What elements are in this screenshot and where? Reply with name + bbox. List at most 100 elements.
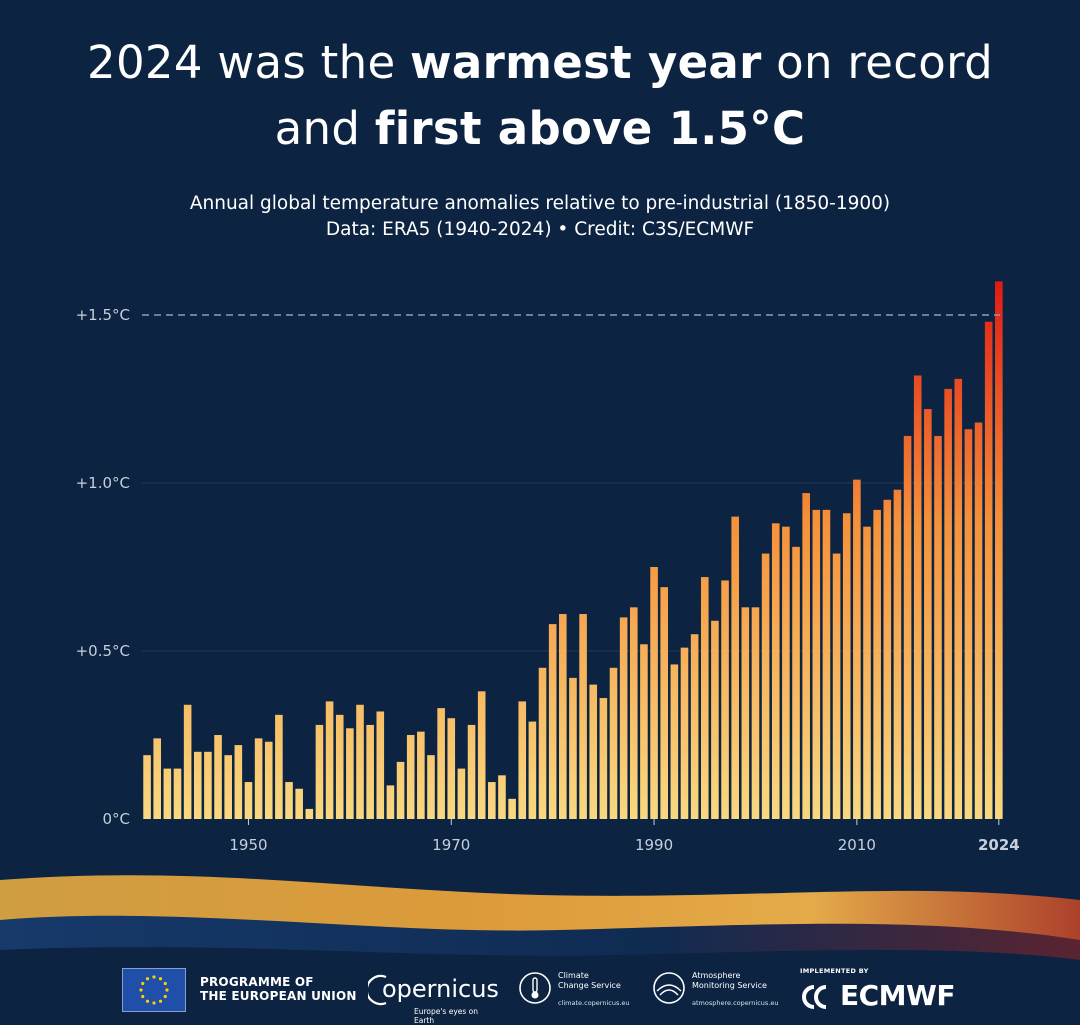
c3s-url: climate.copernicus.eu bbox=[558, 999, 630, 1007]
bar-1948 bbox=[224, 755, 232, 819]
bar-1971 bbox=[457, 768, 466, 819]
bar-1980 bbox=[548, 624, 557, 819]
cams-globe-icon bbox=[653, 972, 685, 1004]
bar-1992 bbox=[670, 664, 679, 819]
bar-2015 bbox=[903, 435, 912, 819]
bar-1984 bbox=[589, 684, 598, 819]
bar-1968 bbox=[427, 755, 435, 819]
bar-1961 bbox=[356, 704, 364, 819]
eu-flag-icon bbox=[122, 968, 186, 1012]
x-tick-label: 1990 bbox=[635, 836, 673, 854]
eu-star-icon bbox=[152, 975, 156, 979]
x-tick-label: 1950 bbox=[229, 836, 267, 854]
bar-2012 bbox=[873, 509, 881, 819]
eu-line-1: PROGRAMME OF bbox=[200, 975, 314, 989]
title-text: 2024 was the bbox=[87, 36, 411, 89]
bar-1989 bbox=[640, 644, 648, 819]
eu-star-icon bbox=[145, 977, 150, 981]
eu-star-icon bbox=[152, 1001, 156, 1005]
copernicus-logo: opernicus Europe's eyes on Earth bbox=[368, 967, 499, 1025]
bar-2019 bbox=[944, 388, 952, 819]
bar-1988 bbox=[629, 607, 638, 819]
bar-2009 bbox=[842, 513, 851, 819]
title-emphasis: first above 1.5°C bbox=[374, 102, 806, 155]
bar-1952 bbox=[264, 741, 273, 819]
cams-url: atmosphere.copernicus.eu bbox=[692, 999, 779, 1007]
bar-2000 bbox=[751, 607, 760, 819]
x-axis: 1950 1970 1990 2010 2024 bbox=[229, 819, 1020, 854]
bar-2020 bbox=[954, 378, 963, 819]
bar-2002 bbox=[771, 523, 780, 819]
copernicus-name: opernicus bbox=[382, 975, 499, 1003]
title-line-2: and first above 1.5°C bbox=[0, 96, 1080, 162]
eu-stars-icon bbox=[139, 975, 169, 1005]
y-tick-label: +0.5°C bbox=[76, 642, 130, 660]
bar-2021 bbox=[964, 429, 973, 819]
eu-star-icon bbox=[139, 988, 143, 992]
bar-1960 bbox=[346, 728, 354, 819]
bar-1957 bbox=[315, 724, 324, 819]
eu-star-icon bbox=[141, 994, 145, 999]
bar-2004 bbox=[792, 546, 800, 819]
bar-1958 bbox=[325, 701, 334, 819]
x-tick-label: 1970 bbox=[432, 836, 470, 854]
bar-1947 bbox=[214, 735, 222, 819]
implemented-by-label: IMPLEMENTED BY bbox=[800, 967, 869, 975]
x-tick-label: 2024 bbox=[978, 836, 1020, 854]
bar-2023 bbox=[984, 321, 993, 819]
y-tick-label: +1.5°C bbox=[76, 306, 130, 324]
bar-1954 bbox=[285, 782, 293, 819]
footer-logos: PROGRAMME OF THE EUROPEAN UNION opernicu… bbox=[0, 955, 1080, 1025]
bar-1969 bbox=[437, 708, 445, 819]
title-text: on record bbox=[761, 36, 993, 89]
bar-1983 bbox=[579, 614, 587, 819]
bar-1943 bbox=[173, 768, 182, 819]
subtitle-line-2: Data: ERA5 (1940-2024) • Credit: C3S/ECM… bbox=[325, 219, 755, 240]
bar-1964 bbox=[386, 785, 395, 819]
bar-1963 bbox=[376, 711, 385, 819]
eu-star-icon bbox=[163, 994, 167, 999]
bar-1946 bbox=[204, 751, 212, 819]
bar-1981 bbox=[559, 614, 567, 819]
eu-star-icon bbox=[163, 981, 167, 986]
bar-1979 bbox=[538, 667, 547, 819]
y-tick-label: +1.0°C bbox=[76, 474, 130, 492]
eu-star-icon bbox=[141, 981, 145, 986]
bar-2001 bbox=[761, 553, 770, 819]
eu-programme-label: PROGRAMME OF THE EUROPEAN UNION bbox=[200, 975, 357, 1003]
bar-1986 bbox=[609, 667, 618, 819]
bar-1956 bbox=[305, 808, 314, 819]
bar-2005 bbox=[802, 493, 810, 819]
bar-1975 bbox=[498, 775, 506, 819]
bar-1982 bbox=[569, 677, 577, 819]
bar-2022 bbox=[974, 422, 983, 819]
bar-1974 bbox=[488, 782, 496, 819]
title-emphasis: warmest year bbox=[410, 36, 762, 89]
bar-1997 bbox=[721, 580, 729, 819]
bar-2007 bbox=[822, 509, 831, 819]
bar-2014 bbox=[893, 489, 902, 819]
bar-2016 bbox=[913, 375, 922, 819]
bar-1993 bbox=[680, 647, 689, 819]
bar-1966 bbox=[406, 735, 415, 819]
bar-1941 bbox=[153, 738, 162, 819]
bar-1991 bbox=[660, 587, 669, 819]
bar-1973 bbox=[477, 691, 486, 819]
bar-2008 bbox=[832, 553, 841, 819]
page-title: 2024 was the warmest year on record and … bbox=[0, 30, 1080, 162]
bar-1951 bbox=[254, 738, 263, 819]
bar-1967 bbox=[417, 731, 425, 819]
c3s-name: Climate Change Service bbox=[558, 971, 621, 991]
ecmwf-symbol-icon bbox=[802, 985, 827, 1009]
bar-1996 bbox=[711, 620, 719, 819]
bar-1950 bbox=[244, 782, 253, 819]
c3s-line-1: Climate bbox=[558, 971, 589, 980]
bar-1978 bbox=[528, 721, 537, 819]
cams-name: Atmosphere Monitoring Service bbox=[692, 971, 767, 991]
bar-1953 bbox=[275, 714, 283, 819]
bar-1959 bbox=[335, 714, 344, 819]
c3s-line-2: Change Service bbox=[558, 981, 621, 990]
temperature-bar-chart: 0°C +0.5°C +1.0°C +1.5°C 1950 1970 1990 2010 20… bbox=[76, 281, 1020, 854]
bar-1942 bbox=[163, 768, 172, 819]
chart-subtitle: Annual global temperature anomalies rela… bbox=[0, 191, 1080, 243]
